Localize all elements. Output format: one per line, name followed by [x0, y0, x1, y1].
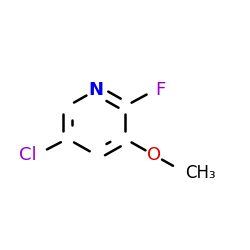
Text: Cl: Cl	[18, 146, 36, 164]
Text: N: N	[89, 81, 104, 99]
Text: F: F	[155, 81, 165, 99]
Text: O: O	[147, 146, 161, 164]
Text: CH₃: CH₃	[185, 164, 216, 182]
